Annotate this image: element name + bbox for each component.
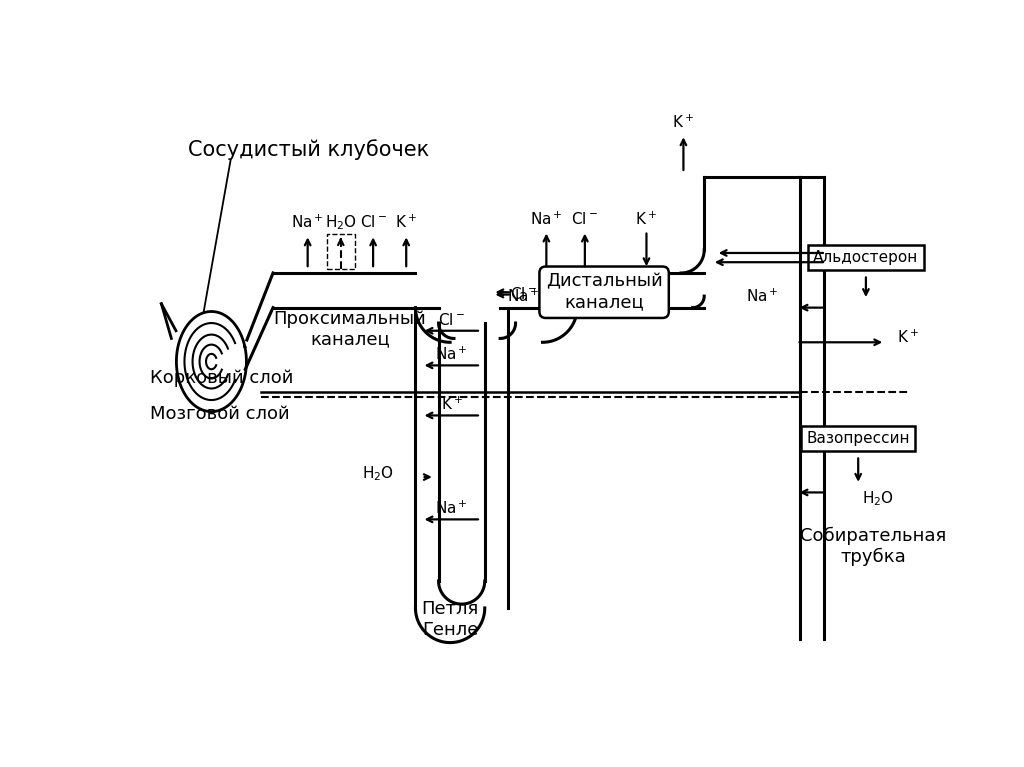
Text: Проксимальный
каналец: Проксимальный каналец bbox=[273, 310, 426, 348]
Text: Мозговой слой: Мозговой слой bbox=[150, 405, 290, 423]
Text: K$^+$: K$^+$ bbox=[897, 328, 919, 346]
Text: H$_2$O: H$_2$O bbox=[862, 489, 894, 508]
Text: Собирательная
трубка: Собирательная трубка bbox=[801, 527, 947, 566]
Text: Cl$^-$: Cl$^-$ bbox=[359, 214, 387, 230]
Text: K$^+$: K$^+$ bbox=[673, 114, 694, 131]
Text: Вазопрессин: Вазопрессин bbox=[807, 431, 910, 446]
Text: H$_2$O: H$_2$O bbox=[325, 212, 356, 232]
Text: Cl$^-$: Cl$^-$ bbox=[438, 312, 465, 328]
Text: Cl$^-$: Cl$^-$ bbox=[571, 211, 598, 227]
Text: Корковый слой: Корковый слой bbox=[150, 370, 293, 387]
Text: K$^+$: K$^+$ bbox=[440, 396, 463, 413]
Text: K$^+$: K$^+$ bbox=[636, 210, 657, 228]
Text: Na$^+$: Na$^+$ bbox=[291, 213, 324, 231]
Text: H$_2$O: H$_2$O bbox=[361, 464, 394, 482]
Text: Дистальный
каналец: Дистальный каналец bbox=[546, 273, 663, 311]
Text: Cl$^-$: Cl$^-$ bbox=[510, 286, 537, 301]
Text: Na$^+$: Na$^+$ bbox=[530, 210, 563, 228]
Text: Петля
Генле: Петля Генле bbox=[422, 600, 479, 639]
Text: Na$^+$: Na$^+$ bbox=[435, 346, 468, 364]
Text: Na$^+$: Na$^+$ bbox=[435, 500, 468, 517]
Text: Сосудистый клубочек: Сосудистый клубочек bbox=[188, 140, 429, 160]
Text: Na$^+$: Na$^+$ bbox=[745, 288, 778, 304]
Text: K$^+$: K$^+$ bbox=[395, 213, 417, 231]
Text: Альдостерон: Альдостерон bbox=[813, 250, 919, 265]
Text: Na$^+$: Na$^+$ bbox=[507, 288, 540, 304]
